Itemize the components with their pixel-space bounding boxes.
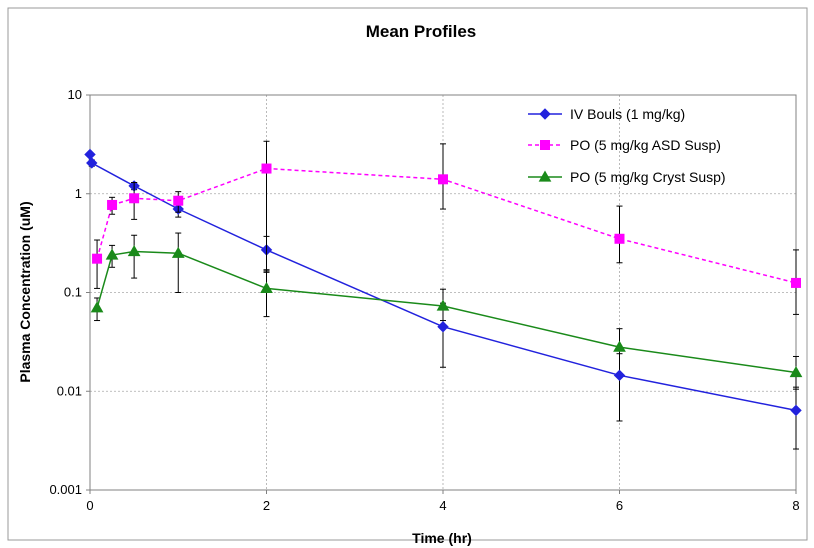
series-line (89, 154, 797, 412)
data-point (613, 369, 626, 382)
data-point (261, 163, 272, 174)
y-axis-ticks: 10 1 0.1 0.01 0.001 (49, 87, 90, 497)
data-point (438, 174, 448, 185)
x-tick-label: 2 (263, 498, 270, 513)
data-point (613, 340, 626, 352)
series-layer (84, 140, 803, 450)
y-tick-label: 10 (68, 87, 82, 102)
data-point (90, 301, 104, 313)
chart-border (7, 7, 808, 541)
chart-title: Mean Profiles (366, 22, 477, 41)
data-point (437, 321, 449, 333)
data-point (791, 277, 801, 288)
data-point (436, 299, 450, 311)
legend-label: IV Bouls (1 mg/kg) (570, 106, 685, 122)
legend-marker (540, 140, 550, 150)
x-tick-label: 0 (86, 498, 93, 513)
series-line (96, 250, 797, 374)
y-axis-title: Plasma Concentration (uM) (17, 201, 33, 382)
y-tick-label: 0.001 (49, 482, 82, 497)
data-point (171, 246, 185, 258)
legend-marker (539, 108, 551, 120)
series-3 (90, 232, 803, 390)
series-2 (92, 140, 801, 315)
x-tick-label: 6 (616, 498, 623, 513)
data-point (105, 248, 119, 260)
x-axis-ticks: 0 2 4 6 8 (86, 490, 800, 513)
data-point (86, 157, 98, 169)
legend-label: PO (5 mg/kg ASD Susp) (570, 137, 721, 153)
data-point (127, 245, 141, 257)
legend-marker (538, 170, 552, 182)
y-tick-label: 0.1 (64, 285, 82, 300)
y-tick-label: 0.01 (57, 383, 82, 398)
legend-label: PO (5 mg/kg Cryst Susp) (570, 169, 726, 185)
data-point (789, 365, 803, 378)
data-point (790, 404, 802, 417)
data-point (107, 199, 118, 210)
data-point (129, 193, 140, 204)
data-point (92, 253, 103, 264)
x-axis-title: Time (hr) (412, 530, 472, 546)
data-point (173, 195, 184, 206)
x-tick-label: 4 (439, 498, 446, 513)
data-point (260, 281, 273, 294)
legend: IV Bouls (1 mg/kg) PO (5 mg/kg ASD Susp) P… (528, 106, 726, 185)
y-tick-label: 1 (75, 186, 82, 201)
data-point (614, 233, 625, 244)
x-tick-label: 8 (792, 498, 799, 513)
